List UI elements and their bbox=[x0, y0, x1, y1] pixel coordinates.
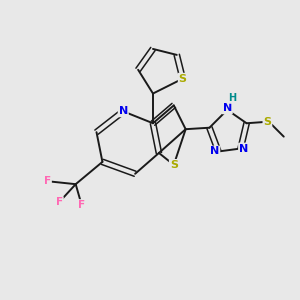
Text: F: F bbox=[56, 197, 63, 207]
Text: N: N bbox=[239, 143, 248, 154]
Text: N: N bbox=[223, 103, 232, 113]
Text: S: S bbox=[170, 160, 178, 170]
Text: N: N bbox=[118, 106, 128, 116]
Text: F: F bbox=[44, 176, 51, 186]
Text: F: F bbox=[78, 200, 85, 210]
Text: S: S bbox=[263, 117, 272, 127]
Text: N: N bbox=[210, 146, 219, 157]
Text: H: H bbox=[228, 93, 236, 103]
Text: S: S bbox=[179, 74, 187, 84]
